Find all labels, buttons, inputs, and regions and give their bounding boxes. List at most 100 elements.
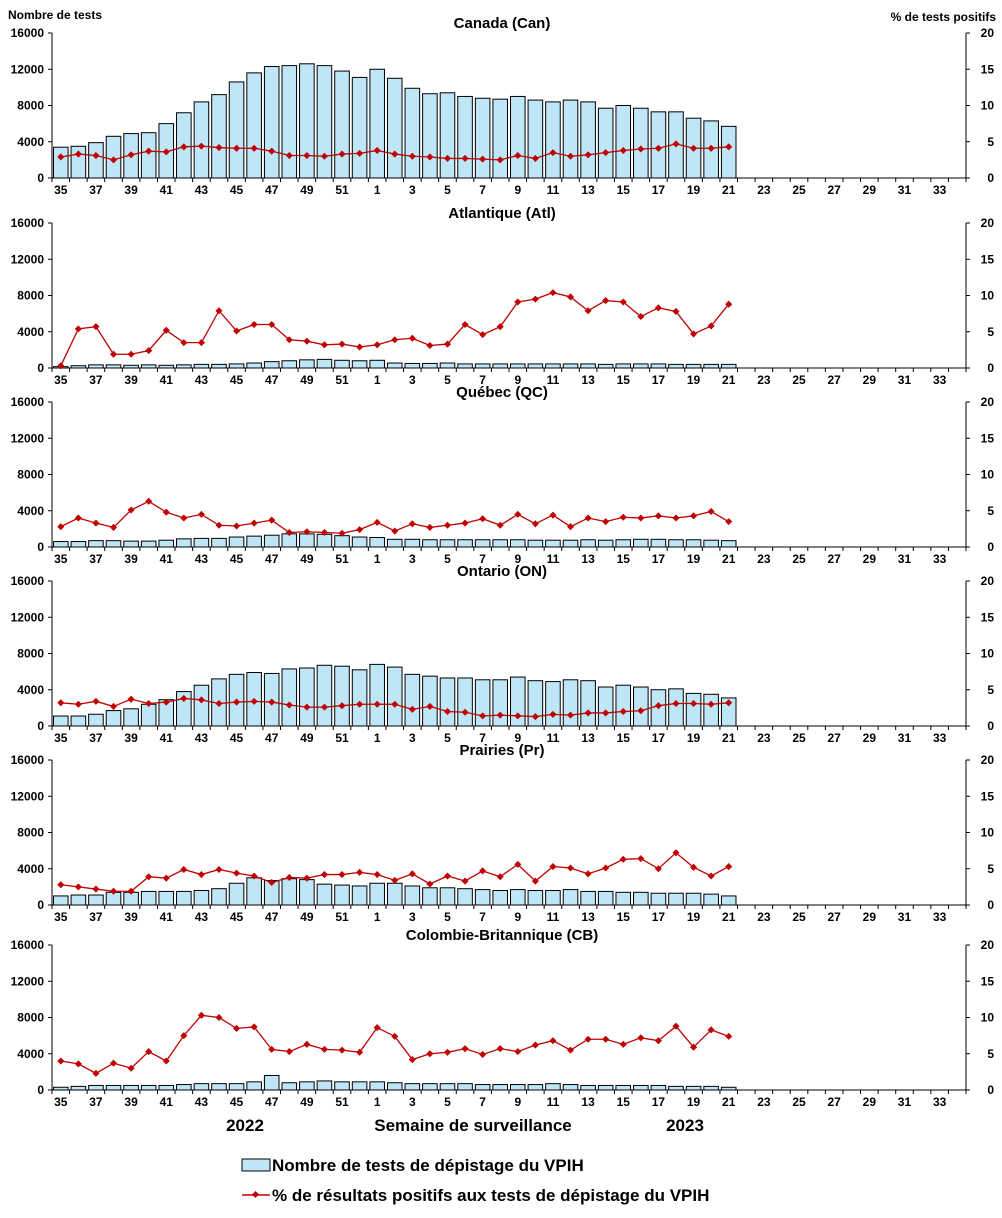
- x-tick-label: 13: [581, 373, 595, 387]
- line-point: [197, 1011, 205, 1019]
- line-point: [180, 143, 188, 151]
- line-point: [285, 151, 293, 160]
- bar: [158, 539, 175, 548]
- x-tick-label: 31: [898, 373, 912, 387]
- line-point: [584, 514, 592, 522]
- line-point: [356, 700, 364, 708]
- bar: [193, 101, 210, 179]
- bar: [281, 360, 298, 369]
- bar: [246, 877, 262, 906]
- y-tick-label-right: 15: [981, 789, 995, 803]
- y-tick-label-right: 5: [987, 135, 994, 149]
- y-tick-label-left: 16000: [11, 216, 45, 230]
- line-point: [145, 347, 153, 355]
- line-point: [303, 1040, 311, 1048]
- bar: [439, 677, 456, 727]
- x-tick-label: 1: [374, 910, 381, 924]
- line-point: [690, 512, 698, 520]
- bar: [562, 679, 579, 727]
- bar: [105, 540, 122, 548]
- x-tick-label: 25: [792, 373, 806, 387]
- bar: [299, 879, 315, 906]
- x-tick-label: 45: [230, 183, 244, 197]
- line-point: [654, 304, 662, 312]
- y-tick-label-left: 8000: [17, 468, 44, 482]
- line-point: [356, 526, 364, 534]
- line-point: [566, 152, 575, 160]
- right-axis-title: % de tests positifs: [891, 10, 997, 24]
- line-point: [145, 873, 153, 881]
- line-point: [707, 144, 715, 152]
- y-tick-label-left: 8000: [17, 1011, 44, 1025]
- bar: [597, 890, 614, 906]
- line-point: [162, 508, 170, 516]
- bar: [88, 142, 104, 179]
- line-point: [602, 1035, 610, 1043]
- x-tick-label: 3: [409, 373, 416, 387]
- y-tick-label-right: 0: [987, 540, 994, 554]
- x-tick-label: 45: [230, 1095, 244, 1109]
- chart-panel: Québec (QC)04000800012000160000510152035…: [11, 384, 995, 566]
- x-tick-label: 23: [757, 910, 771, 924]
- bar: [404, 362, 421, 369]
- line-point: [250, 872, 258, 880]
- line-point: [602, 518, 610, 526]
- y-tick-label-left: 4000: [17, 862, 44, 876]
- line-point: [303, 703, 311, 711]
- line-point: [549, 149, 557, 157]
- bar: [263, 1075, 280, 1091]
- line-point: [496, 1045, 504, 1053]
- line-point: [725, 300, 733, 308]
- line-point: [268, 878, 276, 887]
- y-tick-label-left: 0: [37, 898, 44, 912]
- bar: [545, 363, 561, 369]
- bar: [88, 540, 104, 548]
- line-point: [250, 519, 258, 527]
- line-point: [268, 147, 276, 155]
- line-point: [408, 152, 416, 160]
- bar: [70, 894, 87, 906]
- x-tick-label: 3: [409, 183, 416, 197]
- x-tick-label: 51: [335, 183, 349, 197]
- x-tick-label: 15: [617, 1095, 631, 1109]
- line-point: [408, 520, 416, 528]
- bar: [140, 703, 157, 727]
- line-point: [531, 713, 539, 721]
- x-tick-label: 21: [722, 183, 736, 197]
- bar: [351, 76, 368, 179]
- line-point: [92, 885, 100, 893]
- line-point: [320, 1045, 328, 1053]
- bar: [457, 95, 473, 179]
- x-tick-label: 17: [652, 910, 666, 924]
- line-point: [109, 523, 118, 531]
- x-tick-label: 5: [444, 552, 451, 566]
- x-tick-label: 33: [933, 1095, 947, 1109]
- x-tick-label: 47: [265, 1095, 279, 1109]
- line-point: [356, 343, 364, 351]
- bar: [351, 536, 368, 548]
- line-point: [619, 298, 627, 306]
- line-point: [549, 863, 557, 871]
- y-tick-label-left: 8000: [17, 647, 44, 661]
- bar: [492, 1084, 509, 1091]
- line-point: [74, 700, 82, 708]
- line-point: [57, 881, 65, 889]
- bar: [457, 677, 473, 727]
- x-tick-label: 9: [514, 373, 521, 387]
- series-line: [60, 291, 730, 367]
- y-tick-label-left: 16000: [11, 938, 45, 952]
- line-point: [320, 152, 328, 160]
- y-tick-label-left: 8000: [17, 826, 44, 840]
- bar: [316, 664, 333, 727]
- bar: [246, 1081, 262, 1091]
- x-tick-label: 11: [547, 1095, 560, 1109]
- line-point: [707, 507, 715, 516]
- bar: [720, 895, 737, 906]
- chart-title: Atlantique (Atl): [448, 205, 555, 222]
- x-tick-label: 1: [374, 373, 381, 387]
- line-point: [57, 699, 65, 707]
- line-point: [92, 519, 100, 527]
- line-point: [391, 336, 399, 344]
- line-point: [496, 156, 504, 164]
- line-point: [197, 510, 205, 518]
